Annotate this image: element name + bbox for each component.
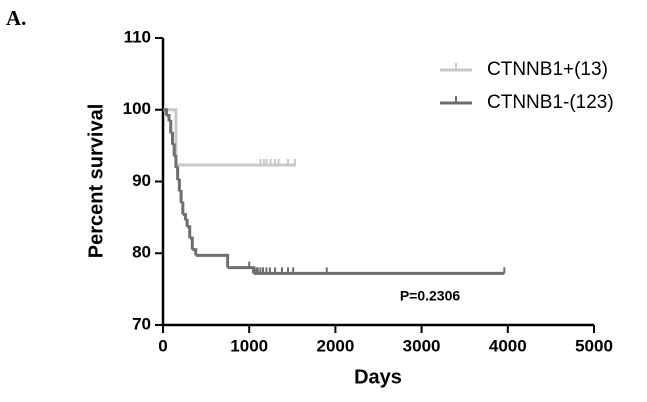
survival-step	[181, 201, 185, 215]
x-axis-label: Days	[354, 366, 402, 388]
survival-step	[195, 253, 230, 268]
y-tick-label: 110	[124, 27, 151, 46]
survival-step	[182, 213, 187, 221]
y-tick-label: 70	[132, 314, 151, 333]
x-tick-label: 1000	[230, 336, 268, 355]
survival-step	[185, 218, 189, 227]
survival-step	[174, 154, 178, 168]
y-tick-label: 100	[123, 99, 151, 118]
x-tick-label: 3000	[403, 336, 441, 355]
x-tick-label: 4000	[489, 336, 527, 355]
x-tick-label: 2000	[316, 336, 354, 355]
legend-label: CTNNB1+(13)	[487, 59, 608, 80]
survival-step	[169, 119, 173, 134]
x-tick-label: 5000	[575, 336, 613, 355]
x-tick-label: 0	[158, 336, 167, 355]
survival-step	[227, 266, 256, 274]
legend-label: CTNNB1-(123)	[487, 92, 614, 113]
survival-step	[172, 143, 176, 157]
panel-label: A.	[6, 6, 26, 30]
survival-step	[177, 178, 181, 192]
y-axis-label: Percent survival	[85, 104, 107, 259]
annotation: P=0.2306	[400, 288, 461, 304]
survival-step	[175, 166, 180, 181]
survival-step	[170, 131, 174, 145]
y-tick-label: 90	[132, 171, 151, 190]
survival-step	[166, 113, 171, 122]
survival-step	[187, 225, 192, 239]
survival-step	[163, 108, 168, 116]
survival-step	[189, 236, 194, 250]
survival-step	[192, 248, 198, 256]
survival-step	[179, 190, 183, 204]
y-tick-label: 80	[132, 243, 151, 262]
